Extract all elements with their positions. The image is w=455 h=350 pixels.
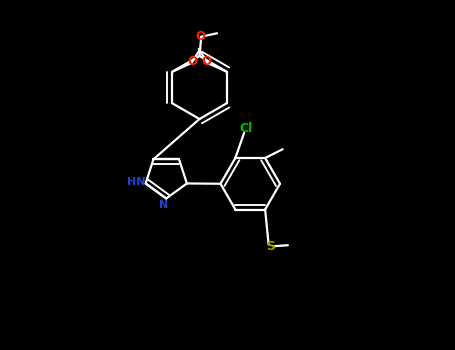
Text: O: O bbox=[187, 55, 197, 69]
Text: Cl: Cl bbox=[239, 122, 253, 135]
Text: S: S bbox=[266, 240, 275, 253]
Text: O: O bbox=[202, 55, 212, 69]
Text: O: O bbox=[196, 29, 206, 43]
Text: HN: HN bbox=[126, 177, 145, 187]
Text: N: N bbox=[159, 200, 168, 210]
